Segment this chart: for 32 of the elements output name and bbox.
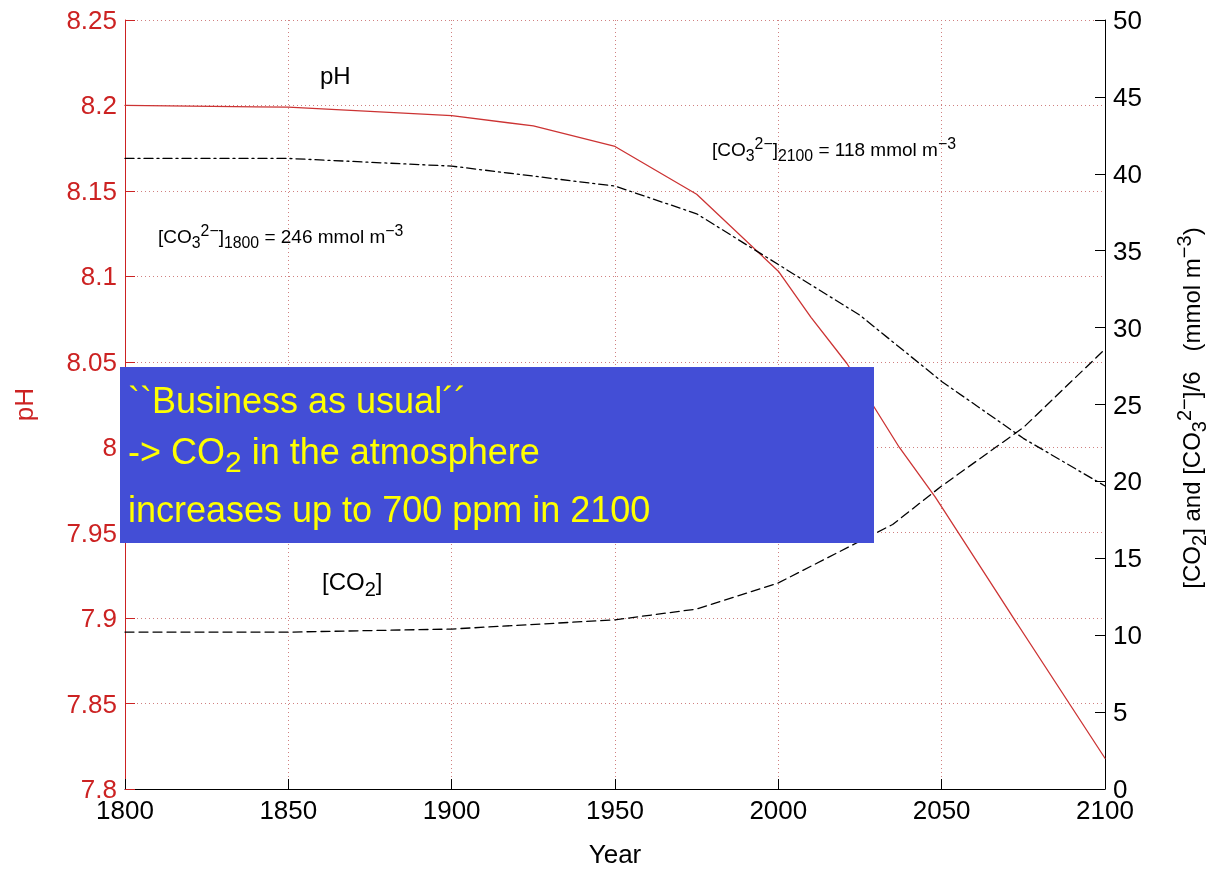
y2-tick-label: 30 bbox=[1113, 312, 1142, 343]
y2-tick-label: 10 bbox=[1113, 620, 1142, 651]
x-tick-label: 1900 bbox=[422, 795, 481, 825]
y-tick-label: 8.25 bbox=[66, 5, 117, 35]
y2-tick-label: 20 bbox=[1113, 466, 1142, 497]
y2-tick-label: 35 bbox=[1113, 235, 1142, 266]
x-tick-label: 2000 bbox=[749, 795, 808, 825]
y2-tick-label: 5 bbox=[1113, 697, 1128, 728]
y-tick-label: 8.2 bbox=[80, 90, 117, 121]
y-tick-label: 7.95 bbox=[66, 517, 117, 548]
y2-tick-label: 45 bbox=[1113, 81, 1142, 112]
annotation: [CO$_{3}$$^{2−}$]$_{2100}$ = 118 mmol m$^{−3}$ bbox=[712, 135, 956, 166]
x-tick-label: 1850 bbox=[259, 795, 318, 825]
x-tick-label: 2050 bbox=[912, 795, 971, 825]
y2-tick-label: 50 bbox=[1113, 5, 1142, 35]
y2-tick-label: 25 bbox=[1113, 389, 1142, 420]
annotation: pH bbox=[320, 62, 351, 90]
x-tick-label: 1950 bbox=[586, 795, 644, 825]
y-tick-label: 8.1 bbox=[80, 261, 117, 292]
line-series bbox=[124, 104, 1106, 759]
x-axis-title: Year bbox=[588, 839, 642, 869]
y-tick-label: 8.05 bbox=[66, 346, 117, 377]
y2-tick-label: 40 bbox=[1113, 158, 1142, 189]
y2-tick-label: 15 bbox=[1113, 543, 1142, 574]
callout-box: ``Business as usual´´ -> CO$_{2}$ in the atmosphere increases up to 700 ppm in 2100 bbox=[120, 367, 874, 543]
y-tick-label: 8.15 bbox=[66, 175, 117, 206]
annotation: [CO$_{3}$$^{2−}$]$_{1800}$ = 246 mmol m$^{−3}$ bbox=[158, 222, 404, 253]
y-tick-label: 8 bbox=[102, 432, 117, 463]
y-tick-label: 7.9 bbox=[80, 603, 117, 634]
y-tick-label: 7.85 bbox=[66, 688, 117, 719]
y-axis-title: pH bbox=[9, 387, 39, 422]
annotation: [CO$_{2}$] bbox=[322, 568, 383, 601]
